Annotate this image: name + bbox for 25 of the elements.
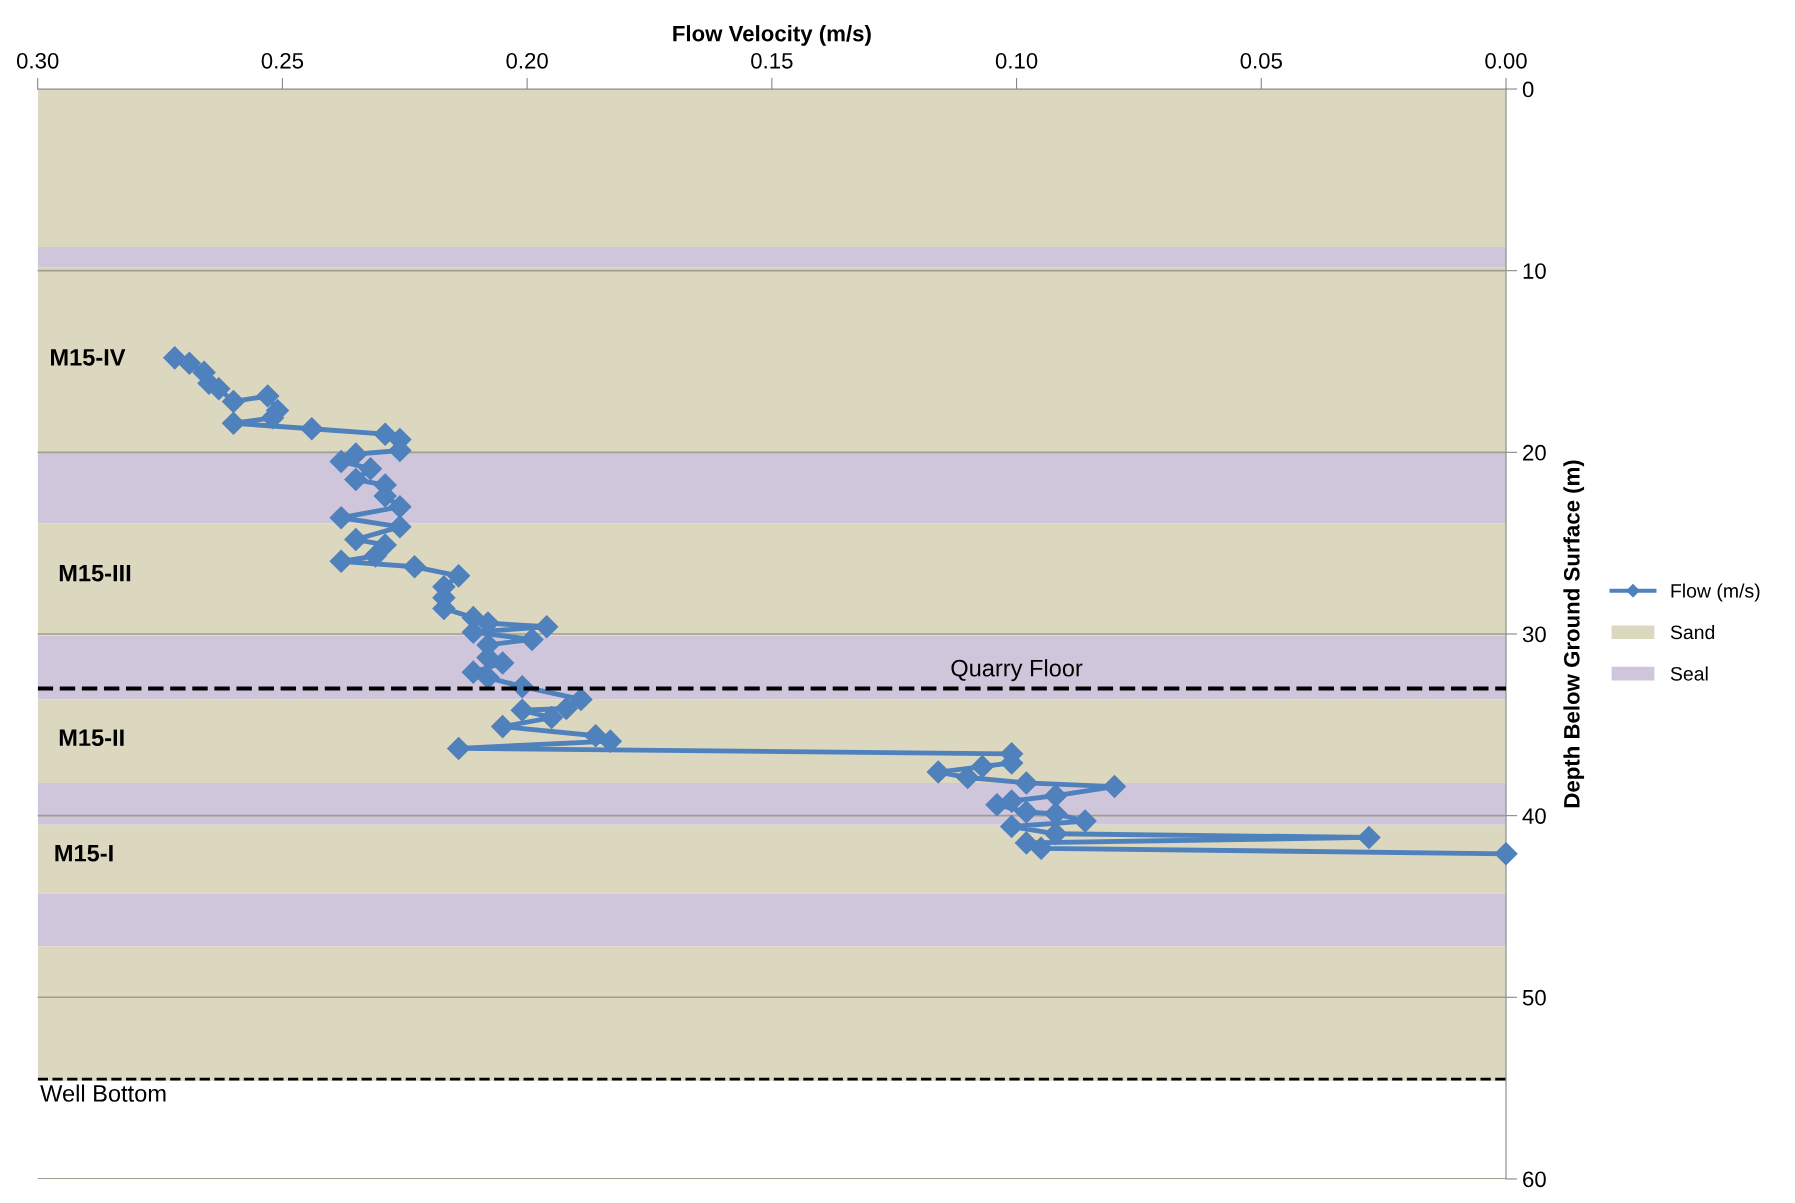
annotation: M15-I	[55, 845, 113, 862]
annotation: M15-III	[59, 564, 131, 582]
y-tick-label: 60	[1523, 1171, 1546, 1188]
ref-line-label: Well Bottom	[40, 1084, 166, 1102]
x-tick-label: 0.10	[995, 52, 1038, 69]
x-axis-title: Flow Velocity (m/s)	[673, 25, 871, 46]
y-axis-title: Depth Below Ground Surface (m)	[1563, 460, 1585, 808]
x-tick-label: 0.25	[261, 52, 304, 69]
annotation: M15-II	[59, 729, 124, 747]
y-tick-label: 50	[1522, 989, 1546, 1006]
x-tick-label: 0.05	[1240, 52, 1282, 69]
y-tick-label: 20	[1523, 444, 1546, 461]
y-tick-label: 10	[1523, 263, 1546, 279]
x-tick-label: 0.20	[506, 52, 548, 69]
legend-label: Seal	[1670, 666, 1708, 681]
legend-label: Sand	[1670, 624, 1715, 640]
legend-label: Flow (m/s)	[1671, 583, 1760, 602]
y-tick-label: 40	[1522, 808, 1546, 824]
x-tick-label: 0.00	[1485, 52, 1527, 69]
ref-line-label: Quarry Floor	[951, 659, 1083, 682]
x-tick-label: 0.15	[751, 52, 793, 69]
y-tick-label: 0	[1522, 81, 1534, 98]
annotation: M15-IV	[51, 349, 126, 366]
x-tick-label: 0.30	[16, 52, 59, 69]
y-tick-label: 30	[1522, 626, 1546, 643]
